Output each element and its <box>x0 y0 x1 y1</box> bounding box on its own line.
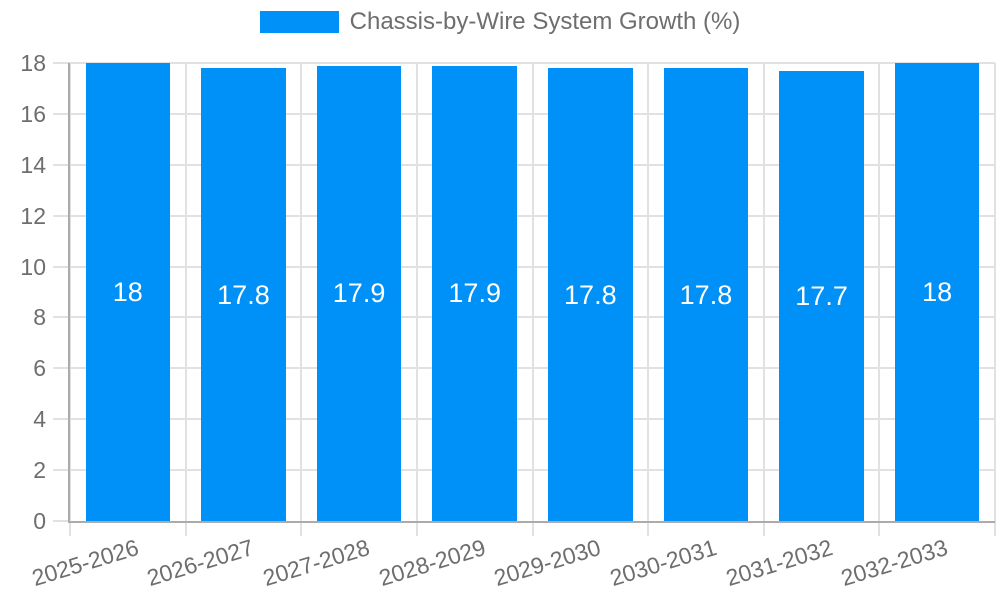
y-axis-tick <box>53 62 70 64</box>
bar-value-label: 17.8 <box>217 279 270 310</box>
x-axis-tick <box>531 521 534 536</box>
y-axis-tick <box>53 214 70 217</box>
x-axis-tick <box>762 521 765 536</box>
bar-value-label: 17.8 <box>679 279 733 310</box>
y-axis-tick <box>53 265 70 268</box>
bar-value-label: 18 <box>922 277 953 307</box>
y-tick-label: 0 <box>33 508 46 534</box>
bar-value-label: 17.9 <box>448 278 501 309</box>
x-gridline <box>878 63 881 521</box>
bar-value-label: 17.9 <box>332 278 386 309</box>
bar-value-label: 17.8 <box>564 279 617 310</box>
y-tick-label: 8 <box>33 304 46 331</box>
y-tick-label: 18 <box>20 50 46 76</box>
x-axis-tick <box>300 521 303 536</box>
x-gridline <box>69 63 71 521</box>
y-tick-label: 6 <box>33 355 46 382</box>
x-axis-tick <box>878 521 881 536</box>
y-axis-tick <box>53 112 70 115</box>
x-gridline <box>647 63 650 521</box>
y-axis-tick <box>53 163 70 166</box>
y-axis-tick <box>53 520 70 522</box>
bar <box>316 65 402 521</box>
y-tick-label: 16 <box>20 100 46 127</box>
legend-swatch <box>259 11 339 33</box>
x-axis-tick <box>69 521 71 536</box>
x-axis-tick <box>647 521 650 536</box>
y-axis-tick <box>53 418 70 421</box>
bar <box>548 68 633 521</box>
y-axis-tick <box>53 316 70 319</box>
x-gridline <box>994 63 996 521</box>
x-gridline <box>762 63 765 521</box>
x-axis-tick <box>994 521 996 536</box>
x-gridline <box>531 63 534 521</box>
x-axis-tick <box>184 521 187 536</box>
x-gridline <box>415 63 418 521</box>
legend: Chassis-by-Wire System Growth (%) <box>0 0 1000 44</box>
bar <box>201 68 286 521</box>
bar <box>779 70 864 521</box>
y-tick-label: 14 <box>20 151 46 178</box>
y-axis-line <box>68 63 70 521</box>
y-tick-label: 12 <box>20 202 46 229</box>
x-tick-label-text: 2032-2033 <box>837 534 951 592</box>
bar <box>432 65 517 521</box>
x-gridline <box>184 63 187 521</box>
x-axis-line <box>68 521 995 523</box>
bar <box>85 63 171 521</box>
legend-label: Chassis-by-Wire System Growth (%) <box>349 7 741 35</box>
bar <box>663 68 749 521</box>
bar <box>894 63 980 521</box>
y-tick-label: 2 <box>33 457 46 484</box>
x-gridline <box>300 63 303 521</box>
bar-value-label: 17.7 <box>795 280 848 311</box>
y-tick-label: 10 <box>20 253 46 280</box>
y-tick-label: 4 <box>33 406 46 433</box>
y-axis-tick <box>53 469 70 472</box>
x-axis-tick <box>415 521 418 536</box>
x-tick-label: 2032-2033 <box>0 534 951 591</box>
y-axis-tick <box>53 367 70 370</box>
bar-value-label: 18 <box>112 277 143 307</box>
